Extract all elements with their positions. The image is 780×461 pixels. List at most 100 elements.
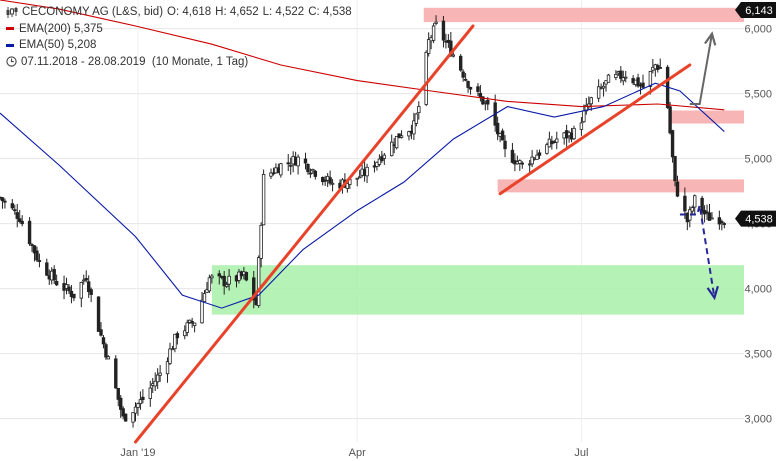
y-tick-label: 6,000 xyxy=(744,24,772,36)
trendline xyxy=(498,63,692,196)
candle-body xyxy=(313,170,318,177)
candle-body xyxy=(414,113,419,124)
candle-body xyxy=(207,277,212,292)
candle-body xyxy=(131,412,135,423)
candle-body xyxy=(168,348,172,364)
candle-body xyxy=(10,203,15,209)
ema50-line xyxy=(0,82,725,309)
candle-body xyxy=(165,361,170,375)
candle-body xyxy=(158,372,162,376)
candle-body xyxy=(377,158,382,165)
candle-body xyxy=(227,275,231,285)
candle-body xyxy=(82,279,86,282)
price-badge xyxy=(735,210,776,227)
candle-body xyxy=(72,293,76,299)
price-markers: 6,143 4,538 xyxy=(735,2,776,227)
candle-body xyxy=(148,387,152,399)
candle-body xyxy=(101,337,106,345)
y-tick-label: 5,000 xyxy=(744,154,772,166)
candle-body xyxy=(707,212,712,221)
candle-body xyxy=(173,333,177,350)
candle-body xyxy=(601,85,606,89)
candle-body xyxy=(18,218,22,222)
candle-body xyxy=(45,262,49,276)
candle-body xyxy=(461,71,465,78)
candle-body xyxy=(614,74,618,78)
candle-body xyxy=(431,25,436,41)
candle-body xyxy=(417,106,421,114)
candle-body xyxy=(357,176,362,179)
candle-body xyxy=(256,257,261,306)
candle-body xyxy=(104,344,108,358)
candle-body xyxy=(79,281,83,299)
candle-body xyxy=(434,21,438,24)
candle-body xyxy=(89,289,93,295)
candle-body xyxy=(382,154,387,159)
candle-body xyxy=(175,333,180,339)
trendlines xyxy=(133,24,692,444)
candle-body xyxy=(510,149,515,163)
resistance-zone xyxy=(423,7,744,23)
candle-body xyxy=(3,200,7,203)
candle-body xyxy=(224,284,229,287)
candle-body xyxy=(289,164,293,167)
candle-body xyxy=(15,212,19,219)
candle-body xyxy=(321,176,325,183)
candle-body xyxy=(596,86,601,99)
candle-body xyxy=(451,54,455,57)
candle-body xyxy=(476,86,480,92)
candle-body xyxy=(328,177,332,184)
legend-interval: (10 Monate, 1 Tag) xyxy=(151,55,249,68)
candle-body xyxy=(308,172,313,175)
candle-body xyxy=(399,135,404,138)
candle-body xyxy=(269,172,273,177)
legend-title: CECONOMY AG (L&S, bid) xyxy=(22,6,164,18)
legend-period: 07.11.2018 - 28.08.2019 xyxy=(21,55,146,68)
candle-body xyxy=(458,55,463,71)
candle-body xyxy=(121,408,125,417)
legend-low: L: 4,522 xyxy=(262,6,305,18)
legend-high: H: 4,652 xyxy=(215,6,259,18)
candle-body xyxy=(306,163,310,173)
forecast-up-line xyxy=(689,33,713,105)
candle-body xyxy=(35,250,39,261)
candle-body xyxy=(185,322,189,333)
candle-body xyxy=(106,356,111,360)
candle-body xyxy=(426,39,431,54)
candle-body xyxy=(693,195,697,208)
candle-body xyxy=(481,96,485,105)
candle-body xyxy=(537,152,542,156)
candle-body xyxy=(606,74,611,83)
candle-body xyxy=(296,156,300,167)
legend-ema50-value: 5,208 xyxy=(67,39,97,51)
candle-body xyxy=(579,122,584,130)
candle-body xyxy=(37,260,42,262)
candle-body xyxy=(153,380,157,387)
forecast-down-arrowhead xyxy=(706,285,719,301)
candle-body xyxy=(530,156,534,165)
candle-body xyxy=(468,87,473,90)
legend-period-row: 07.11.2018 - 28.08.2019 (10 Monate, 1 Ta… xyxy=(6,54,356,71)
candle-body xyxy=(463,78,468,81)
y-tick-label: 4,000 xyxy=(744,284,772,296)
candle-body xyxy=(683,195,687,212)
candle-body xyxy=(636,77,640,87)
moving-averages xyxy=(0,0,725,309)
x-axis: Jan '19 Apr Jul xyxy=(120,447,588,459)
candle-body xyxy=(30,244,34,246)
candle-body xyxy=(545,144,549,154)
candle-body xyxy=(64,284,69,289)
candle-body xyxy=(720,221,724,223)
legend-ema200-value: 5,375 xyxy=(73,22,103,35)
y-tick-label: 5,500 xyxy=(744,89,772,101)
resistance-zone xyxy=(497,179,744,193)
support-zone xyxy=(211,265,744,315)
y-tick-label: 3,000 xyxy=(744,414,772,426)
forecast-down-line xyxy=(679,205,716,298)
candle-body xyxy=(119,397,123,410)
candle-body xyxy=(478,92,483,98)
ema50-swatch xyxy=(6,43,14,47)
candle-body xyxy=(705,211,709,214)
x-tick-label: Jan '19 xyxy=(120,447,155,459)
